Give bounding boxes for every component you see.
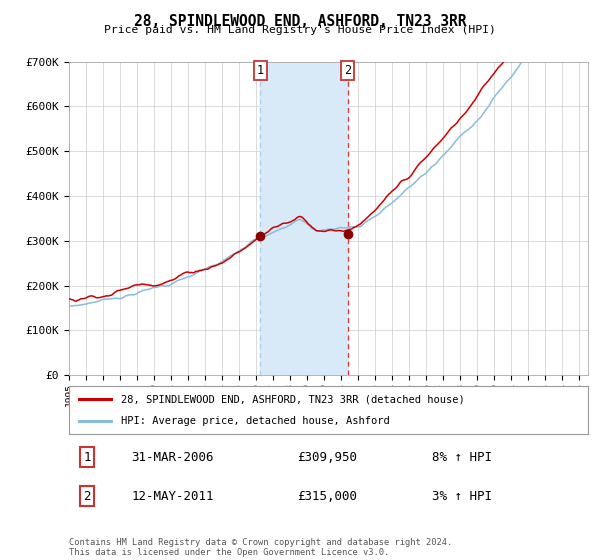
Text: £309,950: £309,950 <box>298 451 358 464</box>
Text: £315,000: £315,000 <box>298 490 358 503</box>
Text: 12-MAY-2011: 12-MAY-2011 <box>131 490 214 503</box>
Text: 1: 1 <box>257 64 264 77</box>
Text: Contains HM Land Registry data © Crown copyright and database right 2024.
This d: Contains HM Land Registry data © Crown c… <box>69 538 452 557</box>
Bar <box>260 62 347 375</box>
Text: 1: 1 <box>83 451 91 464</box>
Text: 3% ↑ HPI: 3% ↑ HPI <box>432 490 492 503</box>
Text: 8% ↑ HPI: 8% ↑ HPI <box>432 451 492 464</box>
Text: 31-MAR-2006: 31-MAR-2006 <box>131 451 214 464</box>
Text: 28, SPINDLEWOOD END, ASHFORD, TN23 3RR: 28, SPINDLEWOOD END, ASHFORD, TN23 3RR <box>134 14 466 29</box>
Text: Price paid vs. HM Land Registry's House Price Index (HPI): Price paid vs. HM Land Registry's House … <box>104 25 496 35</box>
Text: 28, SPINDLEWOOD END, ASHFORD, TN23 3RR (detached house): 28, SPINDLEWOOD END, ASHFORD, TN23 3RR (… <box>121 394 464 404</box>
Text: 2: 2 <box>83 490 91 503</box>
Text: 2: 2 <box>344 64 351 77</box>
Text: HPI: Average price, detached house, Ashford: HPI: Average price, detached house, Ashf… <box>121 416 389 426</box>
